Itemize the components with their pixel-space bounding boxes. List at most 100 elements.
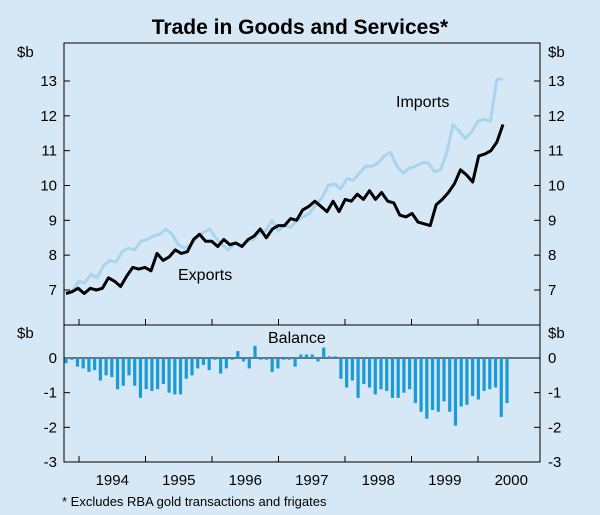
x-tick-label: 1999 <box>428 472 461 489</box>
balance-bar <box>98 358 102 381</box>
balance-bar <box>144 358 148 390</box>
balance-bar <box>442 358 446 402</box>
balance-bar <box>408 358 412 390</box>
balance-bar <box>133 358 137 386</box>
balance-bar <box>190 358 194 376</box>
balance-bar <box>213 358 217 360</box>
x-tick-label: 1997 <box>295 472 328 489</box>
balance-bar <box>87 358 91 372</box>
balance-bar <box>75 358 80 367</box>
balance-bar <box>264 358 269 360</box>
x-tick-label: 1996 <box>229 472 262 489</box>
balance-bar <box>259 358 263 360</box>
exports-line <box>65 124 505 295</box>
series-lines <box>65 77 505 295</box>
balance-bar <box>379 358 383 390</box>
top-right-tick-label: 13 <box>548 73 565 90</box>
x-tick-label: 1994 <box>96 472 129 489</box>
bottom-left-tick-label: -3 <box>44 454 57 471</box>
plot-border <box>63 42 541 463</box>
top-right-tick-label: 7 <box>548 282 556 299</box>
balance-bar <box>236 351 240 358</box>
balance-bar <box>476 358 480 400</box>
x-tick-label: 1995 <box>162 472 195 489</box>
top-left-tick-label: 7 <box>49 282 57 299</box>
balance-bar <box>448 358 452 412</box>
bottom-right-tick-label: -3 <box>548 454 561 471</box>
bottom-right-tick-label: -2 <box>548 419 561 436</box>
balance-bar <box>499 358 503 417</box>
bottom-left-tick-label: 0 <box>49 350 57 367</box>
top-left-tick-label: 11 <box>41 143 57 160</box>
balance-bar <box>453 358 458 426</box>
footnote: * Excludes RBA gold transactions and fri… <box>62 494 327 509</box>
balance-bar <box>247 358 251 369</box>
balance-bar <box>436 358 440 412</box>
plot-area-top <box>64 43 540 325</box>
balance-bar <box>322 347 326 358</box>
balance-bar <box>345 358 349 388</box>
top-left-tick-label: 9 <box>49 212 57 229</box>
balance-bar <box>241 358 246 362</box>
exports-label: Exports <box>178 267 232 284</box>
balance-bar <box>488 358 492 390</box>
chart-title: Trade in Goods and Services* <box>152 16 449 39</box>
bottom-right-unit: $b <box>548 325 565 342</box>
balance-bar <box>350 358 354 381</box>
balance-bar <box>316 358 320 362</box>
balance-bar <box>367 358 372 388</box>
balance-bar <box>253 345 257 358</box>
top-left-tick-label: 8 <box>49 247 57 264</box>
balance-bar <box>482 358 486 391</box>
bottom-left-unit: $b <box>17 325 34 342</box>
balance-label: Balance <box>268 330 326 347</box>
balance-bar <box>230 358 234 360</box>
balance-bar <box>276 358 280 369</box>
balance-bar <box>219 358 223 374</box>
balance-bar <box>110 358 114 378</box>
balance-bar <box>505 358 509 404</box>
balance-bar <box>430 358 435 410</box>
balance-bar <box>287 358 291 360</box>
top-right-unit: $b <box>548 44 565 61</box>
balance-bars <box>64 345 509 426</box>
top-right-tick-label: 11 <box>548 143 564 160</box>
balance-bar <box>224 358 228 369</box>
top-left-tick-label: 13 <box>40 73 57 90</box>
balance-bar <box>385 358 389 391</box>
balance-bar <box>425 358 429 419</box>
balance-bar <box>282 358 286 360</box>
top-left-unit: $b <box>17 44 34 61</box>
balance-bar <box>304 354 309 358</box>
balance-bar <box>104 358 108 376</box>
balance-bar <box>70 358 74 360</box>
balance-bar <box>161 358 165 384</box>
balance-bar <box>64 358 68 364</box>
balance-bar <box>196 358 200 369</box>
balance-bar <box>465 358 469 405</box>
bottom-left-tick-label: -2 <box>44 419 57 436</box>
balance-bar <box>138 358 143 398</box>
x-tick-label: 2000 <box>495 472 528 489</box>
balance-bar <box>396 358 400 398</box>
balance-bar <box>150 358 154 391</box>
top-right-tick-label: 10 <box>548 178 565 195</box>
balance-bar <box>471 358 475 397</box>
balance-bar <box>167 358 171 393</box>
balance-bar <box>339 358 343 379</box>
imports-label: Imports <box>396 94 449 111</box>
balance-bar <box>201 358 206 365</box>
top-left-tick-label: 12 <box>40 108 57 125</box>
balance-bar <box>493 358 498 388</box>
balance-bar <box>327 356 332 358</box>
chart-frame <box>63 42 541 463</box>
balance-bar <box>93 358 97 371</box>
balance-bar <box>121 358 125 386</box>
balance-bar <box>459 358 463 407</box>
bottom-right-tick-label: 0 <box>548 350 556 367</box>
bottom-right-tick-label: -1 <box>548 385 561 402</box>
balance-bar <box>184 358 188 379</box>
balance-bar <box>127 358 131 376</box>
balance-bar <box>115 358 120 390</box>
